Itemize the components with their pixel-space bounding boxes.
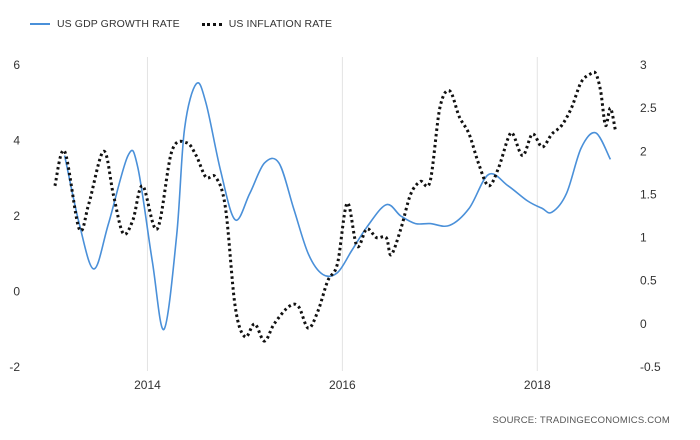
y-right-tick-label-0: 0	[640, 317, 647, 331]
legend-item-inflation[interactable]: US INFLATION RATE	[201, 18, 333, 30]
y-right-tick-label-2: 2	[640, 144, 647, 158]
y-right-tick-label-0.5: 0.5	[640, 274, 657, 288]
x-tick-label-2014: 2014	[134, 378, 161, 392]
legend-item-gdp[interactable]: US GDP GROWTH RATE	[30, 18, 180, 30]
legend: US GDP GROWTH RATE US INFLATION RATE	[30, 18, 332, 30]
y-right-tick-label-1: 1	[640, 231, 647, 245]
legend-swatch-gdp	[30, 23, 50, 25]
source-credit: SOURCE: TRADINGECONOMICS.COM	[492, 415, 670, 426]
y-left-tick-label-4: 4	[13, 134, 20, 148]
series-line-gdp-growth	[63, 82, 612, 331]
y-right-tick-label--0.5: -0.5	[640, 360, 661, 374]
y-left-tick-label-2: 2	[13, 209, 20, 223]
legend-label-inflation: US INFLATION RATE	[228, 18, 333, 30]
y-left-tick-label-6: 6	[13, 58, 20, 72]
series-line-inflation	[53, 70, 617, 343]
y-right-tick-label-2.5: 2.5	[640, 101, 657, 115]
y-right-tick-label-3: 3	[640, 58, 647, 72]
y-left-tick-label--2: -2	[9, 360, 20, 374]
y-right-tick-label-1.5: 1.5	[640, 187, 657, 201]
legend-label-gdp: US GDP GROWTH RATE	[57, 18, 180, 30]
y-left-tick-label-0: 0	[13, 285, 20, 299]
x-tick-label-2016: 2016	[329, 378, 356, 392]
legend-swatch-inflation	[201, 22, 222, 26]
x-tick-label-2018: 2018	[524, 378, 551, 392]
